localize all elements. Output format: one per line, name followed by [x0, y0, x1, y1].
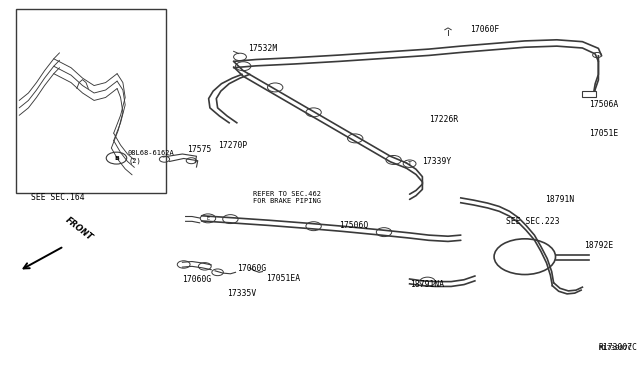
Text: SEE SEC.164: SEE SEC.164 [31, 193, 84, 202]
Text: R173007C: R173007C [598, 343, 637, 352]
Text: 08L68-6162A
(2): 08L68-6162A (2) [128, 150, 175, 164]
Text: 17060F: 17060F [470, 25, 500, 34]
Bar [582, 91, 596, 97]
Text: 17506A: 17506A [589, 100, 618, 109]
Text: 18791N: 18791N [545, 195, 575, 203]
Bar [16, 9, 166, 193]
Text: REFER TO SEC.462
FOR BRAKE PIPING: REFER TO SEC.462 FOR BRAKE PIPING [253, 192, 321, 204]
Text: SEE SEC.223: SEE SEC.223 [506, 217, 559, 226]
Text: 17532M: 17532M [248, 44, 278, 53]
Text: R173007C: R173007C [598, 345, 632, 351]
Text: 17060G: 17060G [237, 264, 266, 273]
Text: E: E [207, 216, 209, 221]
Text: 17051E: 17051E [589, 129, 618, 138]
Text: 18792E: 18792E [584, 241, 613, 250]
Text: 17051EA: 17051EA [266, 274, 300, 283]
Text: 17270P: 17270P [218, 141, 247, 150]
Text: 17335V: 17335V [227, 289, 257, 298]
Text: 17506Q: 17506Q [339, 221, 369, 230]
Text: B: B [114, 155, 119, 161]
Text: 17226R: 17226R [429, 115, 458, 124]
Text: 17575: 17575 [187, 145, 211, 154]
Text: T: T [408, 161, 412, 166]
Text: 18791NA: 18791NA [410, 280, 444, 289]
Text: 17339Y: 17339Y [422, 157, 452, 166]
Text: FRONT: FRONT [64, 216, 95, 243]
Text: 17060G: 17060G [182, 275, 212, 284]
